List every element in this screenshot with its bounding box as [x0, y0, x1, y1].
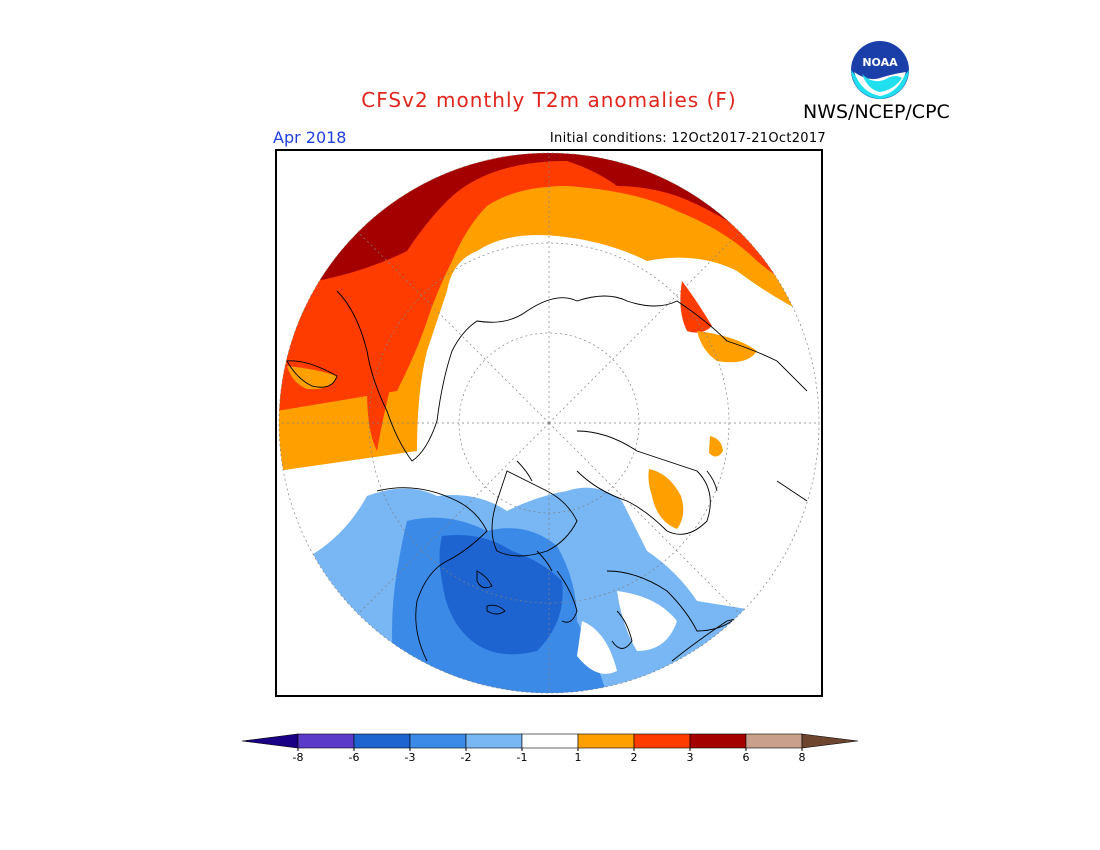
legend-swatch: [689, 733, 747, 749]
legend-swatch: [297, 733, 355, 749]
legend-swatch: [577, 733, 635, 749]
legend-label: -1: [517, 751, 528, 764]
coastlines: [286, 290, 808, 662]
legend-label: -2: [461, 751, 472, 764]
legend-arrow-high: [801, 733, 859, 749]
noaa-logo-icon: NOAA: [849, 39, 911, 101]
initial-conditions: Initial conditions: 12Oct2017-21Oct2017: [549, 131, 826, 146]
legend-swatch: [745, 733, 803, 749]
polar-map: [275, 149, 823, 697]
agency-label: NWS/NCEP/CPC: [803, 101, 950, 123]
legend-swatch: [633, 733, 691, 749]
legend-swatch: [409, 733, 467, 749]
legend-swatches: [241, 733, 859, 749]
legend-labels: -8 -6 -3 -2 -1 1 2 3 6 8: [293, 748, 806, 764]
svg-text:NOAA: NOAA: [862, 56, 898, 69]
legend-label: 1: [575, 751, 582, 764]
map-graticule: [279, 153, 819, 693]
cool-anomaly-region: [279, 487, 819, 693]
warm-patch-siberia: [648, 469, 684, 529]
legend-label: -6: [349, 751, 360, 764]
chart-title: CFSv2 monthly T2m anomalies (F): [361, 88, 737, 112]
legend-label: 6: [743, 751, 750, 764]
color-legend: -8 -6 -3 -2 -1 1 2 3 6 8: [241, 733, 859, 764]
legend-swatch: [353, 733, 411, 749]
polar-map-svg: [278, 152, 820, 694]
legend-label: -3: [405, 751, 416, 764]
legend-arrow-low: [241, 733, 299, 749]
legend-swatch: [521, 733, 579, 749]
warm-patch-west: [287, 366, 337, 390]
legend-label: 2: [631, 751, 638, 764]
legend-label: 3: [687, 751, 694, 764]
legend-label: 8: [799, 751, 806, 764]
legend-swatch: [465, 733, 523, 749]
forecast-month: Apr 2018: [273, 128, 347, 147]
warm-patch-east: [709, 436, 723, 457]
legend-label: -8: [293, 751, 304, 764]
